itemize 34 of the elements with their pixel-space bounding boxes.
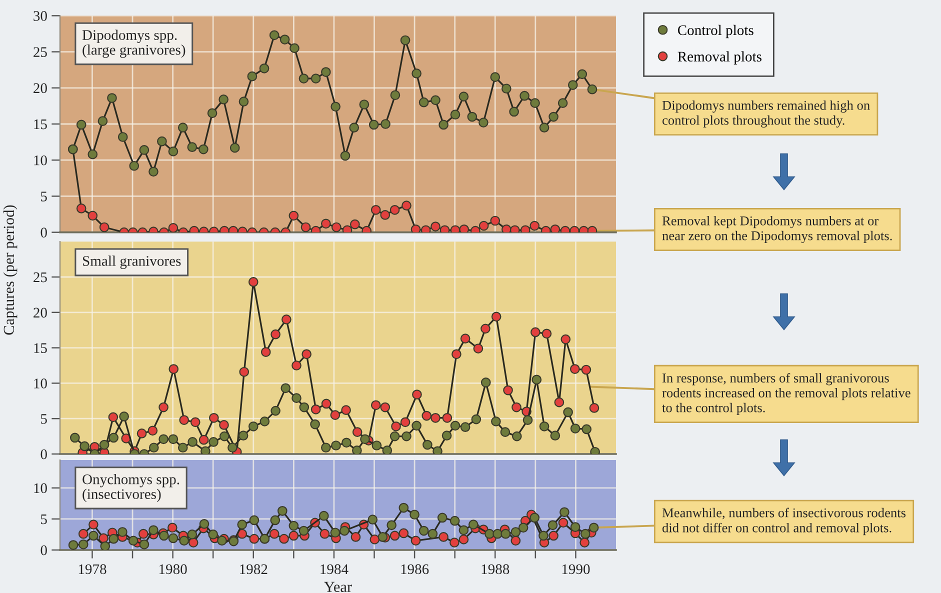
text: Onychomys spp. (insectivores) [82, 474, 180, 502]
legend-label: Control plots [678, 24, 754, 38]
annotation: Dipodomys numbers remained high on control plots throughout the study. [662, 100, 870, 128]
x-tick-label: 1990 [562, 564, 590, 574]
y-tick-label: 10 [34, 378, 47, 388]
y-tick-label: 5 [41, 514, 47, 524]
annotation: In response, numbers of small granivorous rodents increased on the removal plots relative to the control plots. [662, 373, 910, 415]
legend-label: Removal plots [678, 51, 762, 65]
y-tick-label: 10 [34, 155, 47, 166]
y-tick-label: 30 [34, 11, 47, 21]
y-tick-label: 15 [34, 119, 47, 130]
x-tick-label: 1980 [160, 564, 187, 574]
y-tick-label: 15 [34, 343, 47, 354]
x-axis-title: Year [324, 582, 352, 592]
y-tick-label: 0 [40, 228, 47, 238]
annotation: Meanwhile, numbers of insectivorous rodents did not differ on control and removal plots. [662, 508, 906, 536]
x-tick-label: 1984 [320, 564, 348, 574]
y-tick-label: 25 [34, 47, 47, 58]
y-tick-label: 0 [40, 545, 47, 556]
text: Dipodomys spp. (large granivores) [82, 30, 186, 58]
x-tick-label: 1978 [78, 564, 106, 574]
x-tick-label: 1988 [482, 564, 510, 574]
y-tick-label: 5 [41, 414, 47, 424]
y-tick-label: 20 [34, 308, 47, 318]
text: Small granivores [82, 256, 181, 269]
y-tick-label: 10 [34, 483, 47, 494]
x-tick-label: 1986 [401, 564, 429, 574]
y-tick-label: 5 [41, 192, 47, 202]
x-tick-label: 1982 [240, 564, 268, 574]
y-tick-label: 20 [34, 83, 47, 94]
y-tick-label: 25 [34, 272, 47, 282]
y-tick-label: 0 [40, 449, 47, 460]
y-axis-title: Captures (per period) [3, 205, 18, 335]
annotation: Removal kept Dipodomys numbers at or near zero on the Dipodomys removal plots. [662, 216, 892, 244]
